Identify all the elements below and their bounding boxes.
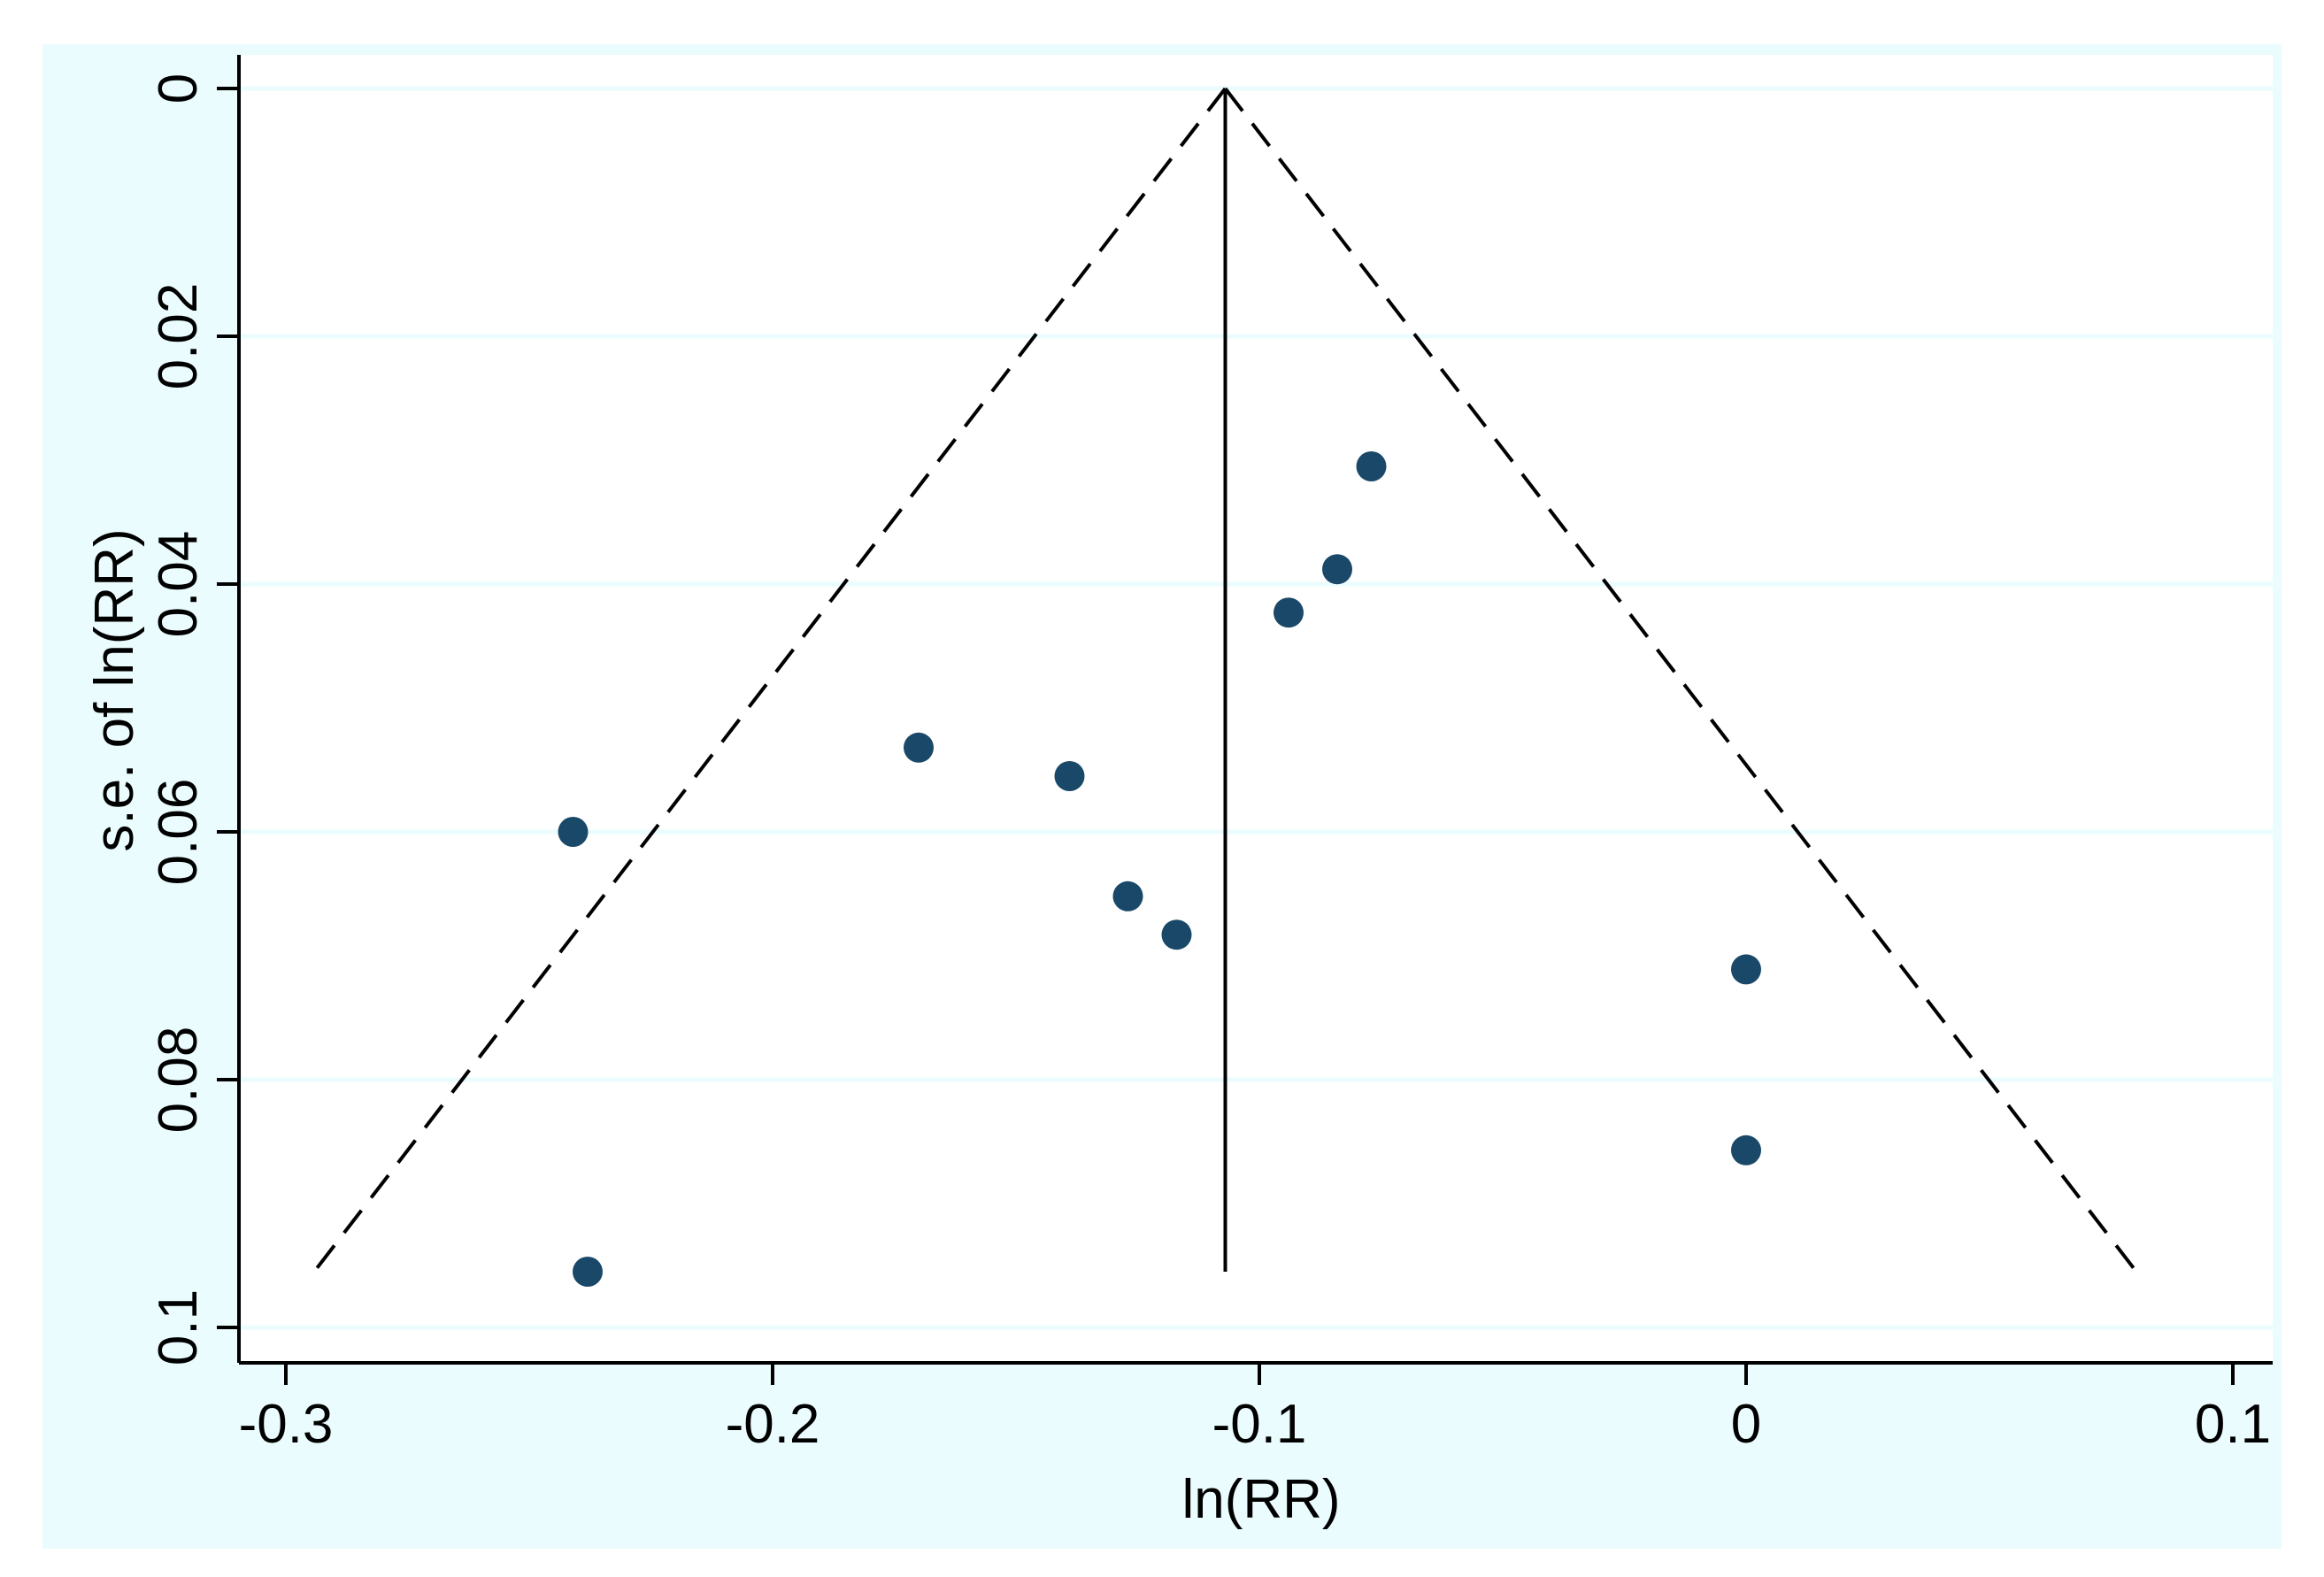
data-point-3 xyxy=(904,732,934,763)
data-point-6 xyxy=(1112,881,1143,912)
data-point-4 xyxy=(1054,761,1085,791)
y-tick-label-4: 0.08 xyxy=(148,1027,209,1134)
x-axis-title: ln(RR) xyxy=(1181,1469,1340,1530)
data-point-9 xyxy=(1731,1135,1761,1165)
funnel-lines xyxy=(312,87,2138,1273)
pseudo-ci-left-line xyxy=(312,87,1227,1273)
data-point-1 xyxy=(1322,554,1352,585)
axes xyxy=(237,55,2273,1365)
data-point-2 xyxy=(1274,597,1304,628)
x-tick-label-3: 0 xyxy=(1731,1394,1761,1455)
y-tick-label-1: 0.02 xyxy=(148,283,209,390)
x-tick-label-1: -0.2 xyxy=(726,1394,820,1455)
x-tick-label-2: -0.1 xyxy=(1212,1394,1307,1455)
x-axis-ticks: -0.3 -0.2 -0.1 0 0.1 xyxy=(239,1363,2271,1455)
y-tick-label-2: 0.04 xyxy=(148,531,209,638)
data-point-8 xyxy=(1731,954,1761,985)
data-points xyxy=(558,451,1761,1287)
data-point-7 xyxy=(1161,919,1192,950)
pseudo-ci-right-line xyxy=(1223,87,2138,1273)
x-tick-label-4: 0.1 xyxy=(2195,1394,2271,1455)
x-tick-label-0: -0.3 xyxy=(239,1394,334,1455)
y-axis-title: s.e. of ln(RR) xyxy=(84,528,145,851)
plot-area xyxy=(242,55,2273,1365)
data-point-10 xyxy=(573,1257,603,1287)
y-axis-ticks: 0 0.02 0.04 0.06 0.08 0.1 xyxy=(148,73,239,1365)
y-tick-label-3: 0.06 xyxy=(148,779,209,886)
y-tick-label-5: 0.1 xyxy=(148,1289,209,1365)
data-point-5 xyxy=(558,817,589,847)
data-point-0 xyxy=(1356,451,1387,481)
y-tick-label-0: 0 xyxy=(148,73,209,104)
